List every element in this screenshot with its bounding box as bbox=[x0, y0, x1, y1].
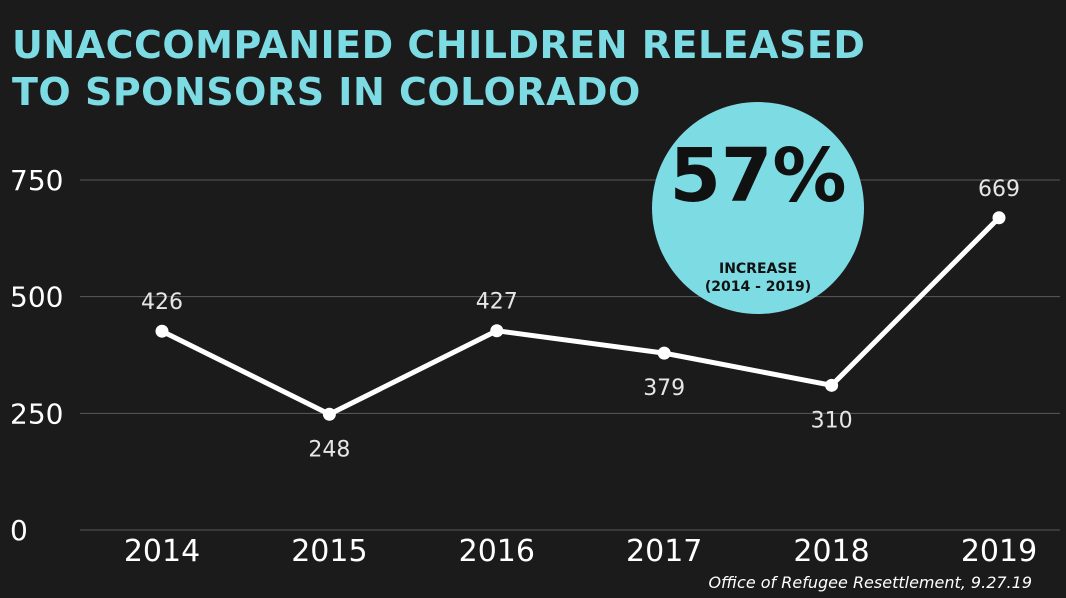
increase-label-block: INCREASE (2014 - 2019) bbox=[652, 260, 864, 296]
grid-lines bbox=[80, 179, 1060, 531]
data-label-2015: 248 bbox=[308, 437, 350, 462]
data-label-2014: 426 bbox=[141, 290, 183, 315]
series-line-group bbox=[155, 211, 1006, 421]
chart-title: UNACCOMPANIED CHILDREN RELEASED TO SPONS… bbox=[12, 22, 865, 116]
x-tick-label-2019: 2019 bbox=[961, 534, 1037, 569]
increase-period: (2014 - 2019) bbox=[704, 279, 812, 295]
x-tick-label-2016: 2016 bbox=[459, 534, 535, 569]
data-label-2019: 669 bbox=[978, 177, 1020, 202]
increase-percent: 57% bbox=[669, 133, 847, 219]
series-line bbox=[159, 215, 1002, 417]
y-axis-ticks: 0 250 500 750 bbox=[10, 164, 63, 547]
increase-callout-badge: 57% INCREASE (2014 - 2019) bbox=[652, 102, 864, 314]
x-tick-label-2015: 2015 bbox=[291, 534, 367, 569]
y-tick-label-500: 500 bbox=[10, 281, 63, 314]
chart-title-line-2: TO SPONSORS IN COLORADO bbox=[12, 70, 641, 114]
x-tick-label-2018: 2018 bbox=[793, 534, 869, 569]
source-note: Office of Refugee Resettlement, 9.27.19 bbox=[708, 573, 1032, 592]
data-point-2019 bbox=[992, 211, 1006, 225]
data-label-2016: 427 bbox=[476, 290, 518, 315]
data-point-2018 bbox=[825, 378, 839, 392]
y-tick-label-250: 250 bbox=[10, 397, 63, 430]
data-point-2015 bbox=[322, 407, 336, 421]
data-labels: 426 248 427 379 310 669 bbox=[141, 177, 1020, 462]
data-label-2018: 310 bbox=[811, 408, 853, 433]
data-point-2017 bbox=[657, 346, 671, 360]
x-tick-label-2017: 2017 bbox=[626, 534, 702, 569]
x-axis-ticks: 2014 2015 2016 2017 2018 2019 bbox=[124, 534, 1037, 569]
x-tick-label-2014: 2014 bbox=[124, 534, 200, 569]
data-point-2016 bbox=[490, 324, 504, 338]
increase-label: INCREASE bbox=[718, 261, 798, 277]
y-tick-label-750: 750 bbox=[10, 164, 63, 197]
data-point-2014 bbox=[155, 324, 169, 338]
data-label-2017: 379 bbox=[643, 376, 685, 401]
y-tick-label-0: 0 bbox=[10, 514, 28, 547]
chart-title-line-1: UNACCOMPANIED CHILDREN RELEASED bbox=[12, 23, 866, 67]
